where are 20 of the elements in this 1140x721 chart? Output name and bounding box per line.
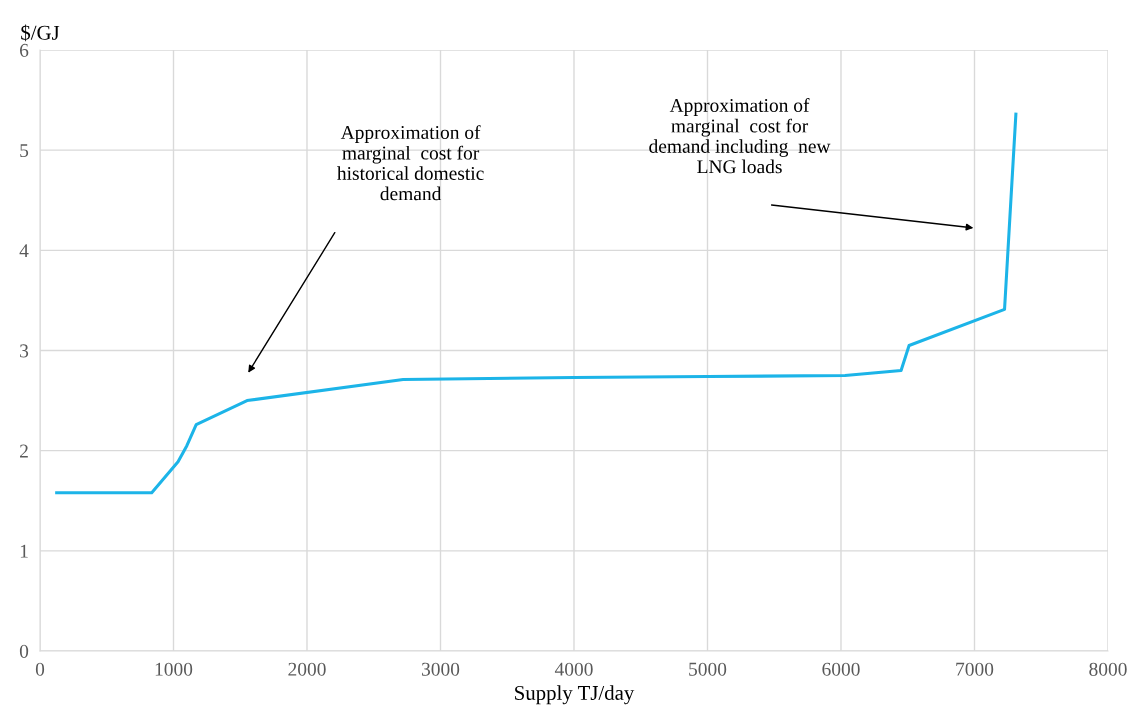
x-tick-label: 5000 xyxy=(689,662,727,676)
annotation: Approximation of marginal cost for historical domestic demand xyxy=(337,125,484,201)
y-tick-label: 1 xyxy=(20,544,28,558)
x-axis-title: Supply TJ/day xyxy=(515,685,635,705)
y-tick-label: 5 xyxy=(20,144,29,158)
x-tick-label: 2000 xyxy=(288,662,326,676)
x-tick-label: 1000 xyxy=(155,662,193,676)
x-tick-label: 8000 xyxy=(1089,662,1127,676)
x-tick-label: 0 xyxy=(35,662,45,676)
x-tick-label: 6000 xyxy=(822,662,860,676)
y-tick-label: 0 xyxy=(19,644,29,658)
x-tick-label: 3000 xyxy=(421,662,460,676)
x-tick-label: 7000 xyxy=(956,662,994,676)
y-axis-title: $/GJ xyxy=(21,24,60,42)
y-tick-label: 3 xyxy=(20,344,29,358)
y-tick-label: 6 xyxy=(20,43,29,57)
y-tick-label: 4 xyxy=(19,244,29,258)
annotation: Approximation of marginal cost for demand including new LNG loads xyxy=(649,98,831,174)
y-tick-label: 2 xyxy=(20,444,28,458)
x-tick-label: 4000 xyxy=(554,662,593,676)
